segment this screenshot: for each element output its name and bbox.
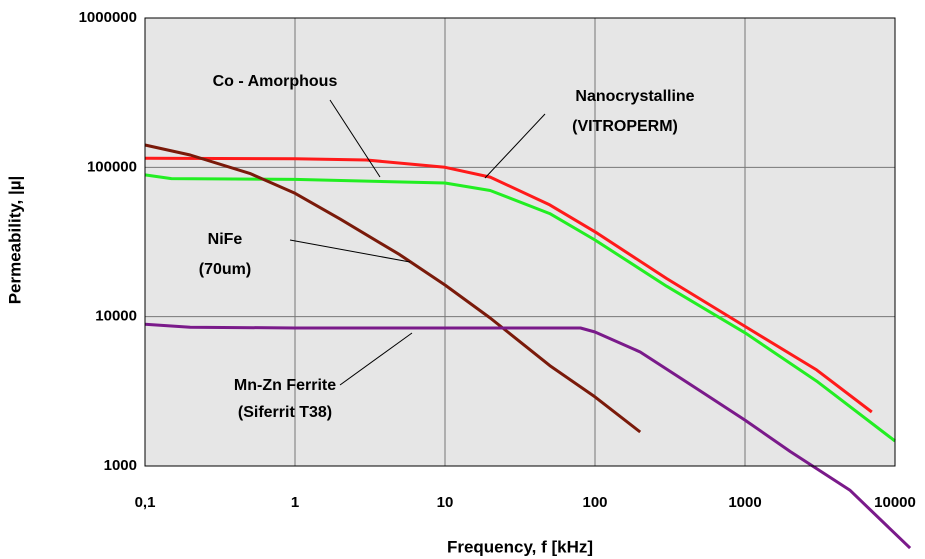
- y-tick-label: 100000: [87, 158, 137, 175]
- leaders: [289, 99, 546, 386]
- leader: [329, 99, 381, 178]
- x-tick-label: 100: [582, 494, 607, 511]
- series-line: [144, 322, 912, 550]
- x-tick-label: 10: [437, 494, 454, 511]
- series-line: [144, 173, 896, 443]
- y-tick-label: 1000000: [79, 9, 137, 26]
- y-tick-label: 10000: [95, 308, 137, 325]
- y-axis-label: Permeability, |µ|: [5, 176, 24, 305]
- leader: [339, 332, 413, 386]
- x-tick-label: 1: [291, 494, 299, 511]
- leader: [289, 239, 411, 263]
- annotation: Mn-Zn Ferrite: [234, 377, 336, 394]
- annotation: (70um): [199, 261, 251, 278]
- x-tick-label: 1000: [728, 494, 761, 511]
- annotation: (Siferrit T38): [238, 404, 332, 421]
- x-axis-label: Frequency, f [kHz]: [447, 537, 593, 556]
- plot-area: [145, 18, 895, 466]
- leader: [484, 113, 546, 179]
- annotation: (VITROPERM): [572, 118, 678, 135]
- plot-border: [144, 17, 896, 467]
- lines: [144, 143, 912, 550]
- series-line: [144, 156, 873, 414]
- annotation: Co - Amorphous: [213, 73, 338, 90]
- y-tick-label: 1000: [104, 457, 137, 474]
- annotation: Nanocrystalline: [575, 88, 694, 105]
- x-tick-label: 10000: [874, 494, 916, 511]
- annotation: NiFe: [208, 231, 243, 248]
- series-line: [144, 143, 642, 434]
- x-tick-label: 0,1: [135, 494, 156, 511]
